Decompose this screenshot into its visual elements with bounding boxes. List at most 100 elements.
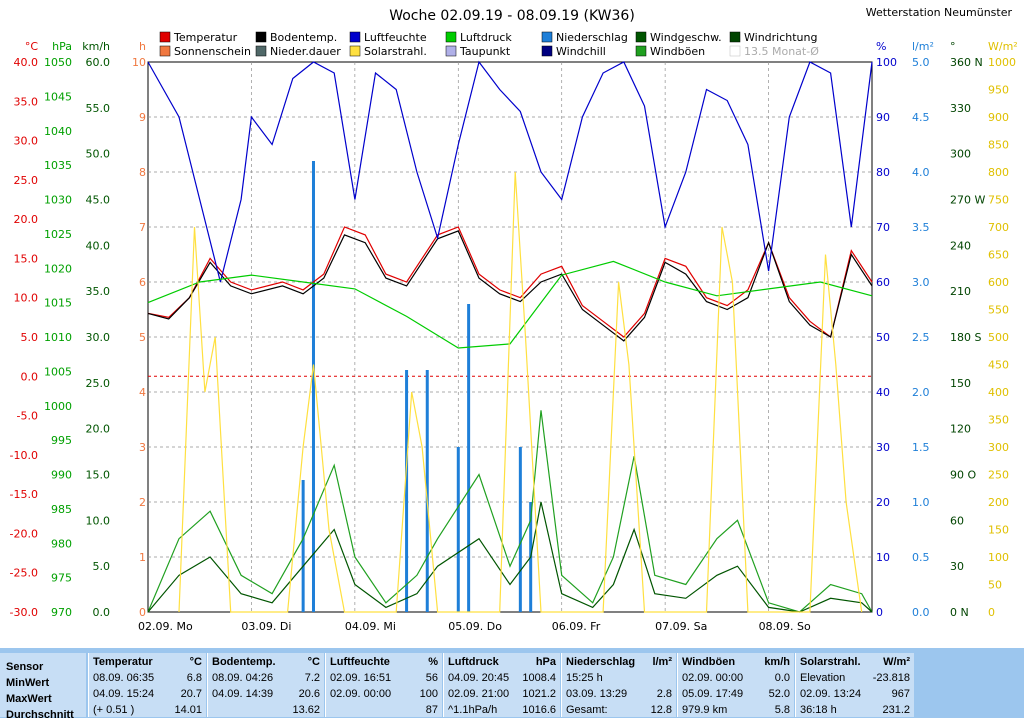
hpa-tick-label: 985 (51, 503, 72, 516)
wm2-tick-label: 50 (988, 579, 1002, 592)
stats-row: 04.09. 14:39 20.6 (212, 688, 320, 700)
kmh-tick-label: 50.0 (86, 148, 111, 161)
wm2-tick-label: 150 (988, 524, 1009, 537)
wm2-tick-label: 350 (988, 414, 1009, 427)
wm2-tick-label: 400 (988, 386, 1009, 399)
stats-row: 04.09. 20:45 1008.4 (448, 672, 556, 684)
stats-row: 08.09. 04:26 7.2 (212, 672, 320, 684)
kmh-tick-label: 20.0 (86, 423, 111, 436)
stats-row: Gesamt: 12.8 (566, 704, 672, 716)
hpa-tick-label: 1015 (44, 297, 72, 310)
hpa-tick-label: 1010 (44, 331, 72, 344)
percent-tick-label: 70 (876, 221, 890, 234)
series-windböen (147, 410, 873, 613)
celsius-tick-label: 20.0 (14, 213, 39, 226)
legend-swatch-bodentemp (255, 31, 267, 43)
day-label: 03.09. Di (241, 620, 291, 633)
stats-column-luftdruck: Luftdruck hPa 04.09. 20:45 1008.4 02.09. 21:… (443, 653, 560, 717)
axes: °C40.035.030.025.020.015.010.05.00.0-5.0… (10, 40, 1018, 633)
hpa-tick-label: 1025 (44, 228, 72, 241)
day-label: 08.09. So (759, 620, 811, 633)
lm2-tick-label: 0.0 (912, 606, 930, 619)
stats-row: 87 (425, 704, 438, 716)
legend-swatch-niederdauer (255, 45, 267, 57)
legend-swatch-windboeen (635, 45, 647, 57)
deg-tick-label: 270 W (950, 194, 985, 207)
legend-swatch-solar (349, 45, 361, 57)
stats-column-luftfeuchte: Luftfeuchte% 02.09. 16:51 56 02.09. 00:00 10… (325, 653, 442, 717)
celsius-tick-label: 0.0 (21, 370, 39, 383)
hpa-tick-label: 980 (51, 537, 72, 550)
kmh-tick-label: 60.0 (86, 56, 111, 69)
deg-tick-label: 240 (950, 239, 971, 252)
stats-column-solarstrahl: Solarstrahl. W/m² Elevation -23.818 02.09. 1… (795, 653, 914, 717)
kmh-tick-label: 35.0 (86, 285, 111, 298)
deg-tick-label: 180 S (950, 331, 981, 344)
kmh-unit-label: km/h (82, 40, 110, 53)
day-label: 04.09. Mi (345, 620, 396, 633)
series-temperatur (147, 226, 873, 339)
legend-label-temp: Temperatur (173, 31, 238, 44)
hours-tick-label: 4 (139, 386, 146, 399)
deg-tick-label: 330 (950, 102, 971, 115)
stats-panel: Sensor MinWert MaxWert Durchschnitt Temp… (0, 648, 1024, 721)
lm2-tick-label: 4.5 (912, 111, 930, 124)
legend-swatch-luftfeuchte (349, 31, 361, 43)
celsius-tick-label: 40.0 (14, 56, 39, 69)
day-label: 02.09. Mo (138, 620, 193, 633)
sensor-row-max: MaxWert (6, 693, 52, 705)
legend-label-windchill: Windchill (556, 45, 606, 58)
deg-tick-label: 120 (950, 423, 971, 436)
legend-label-monat: 13.5 Monat-Ø (744, 45, 819, 58)
legend: Temperatur Bodentemp. Luftfeuchte Luftdruck… (159, 31, 819, 58)
legend-label-niederschlag: Niederschlag (556, 31, 628, 44)
stats-header: Luftfeuchte% (330, 656, 438, 668)
percent-tick-label: 10 (876, 551, 890, 564)
deg-tick-label: 30 (950, 560, 964, 573)
hpa-tick-label: 1005 (44, 365, 72, 378)
percent-unit-label: % (876, 40, 886, 53)
stats-header: Luftdruck hPa (448, 656, 556, 668)
percent-tick-label: 100 (876, 56, 897, 69)
legend-swatch-monat (729, 45, 741, 57)
hours-tick-label: 7 (139, 221, 146, 234)
stats-row: 03.09. 13:29 2.8 (566, 688, 672, 700)
percent-tick-label: 50 (876, 331, 890, 344)
day-label: 06.09. Fr (552, 620, 601, 633)
hours-tick-label: 8 (139, 166, 146, 179)
kmh-tick-label: 25.0 (86, 377, 111, 390)
hours-tick-label: 5 (139, 331, 146, 344)
celsius-unit-label: °C (25, 40, 39, 53)
celsius-tick-label: -20.0 (10, 527, 38, 540)
stats-row: 08.09. 06:35 6.8 (93, 672, 202, 684)
legend-swatch-windrichtung (729, 31, 741, 43)
kmh-tick-label: 40.0 (86, 239, 111, 252)
weather-chart: Woche 02.09.19 - 08.09.19 (KW36) Wetters… (10, 6, 1018, 633)
stats-row: 02.09. 00:00 0.0 (682, 672, 790, 684)
day-label: 07.09. Sa (655, 620, 707, 633)
hpa-unit-label: hPa (52, 40, 72, 53)
legend-swatch-sonnenschein (159, 45, 171, 57)
stats-column-temperatur: Temperatur °C 08.09. 06:35 6.8 04.09. 15:24 2… (88, 653, 206, 717)
kmh-tick-label: 45.0 (86, 194, 111, 207)
day-label: 05.09. Do (448, 620, 502, 633)
percent-tick-label: 80 (876, 166, 890, 179)
legend-swatch-taupunkt (445, 45, 457, 57)
hpa-tick-label: 1040 (44, 125, 72, 138)
kmh-tick-label: 0.0 (93, 606, 111, 619)
hours-tick-label: 0 (139, 606, 146, 619)
wm2-tick-label: 800 (988, 166, 1009, 179)
legend-label-taupunkt: Taupunkt (459, 45, 511, 58)
stats-row: 02.09. 21:00 1021.2 (448, 688, 556, 700)
legend-swatch-windgeschw (635, 31, 647, 43)
wm2-tick-label: 100 (988, 551, 1009, 564)
sensor-row-min: MinWert (6, 677, 50, 689)
kmh-tick-label: 5.0 (93, 560, 111, 573)
percent-tick-label: 20 (876, 496, 890, 509)
stats-row: 36:18 h 231.2 (800, 704, 910, 716)
hpa-tick-label: 1050 (44, 56, 72, 69)
legend-label-luftfeuchte: Luftfeuchte (364, 31, 427, 44)
kmh-tick-label: 15.0 (86, 469, 111, 482)
wm2-tick-label: 500 (988, 331, 1009, 344)
celsius-tick-label: 5.0 (21, 331, 39, 344)
